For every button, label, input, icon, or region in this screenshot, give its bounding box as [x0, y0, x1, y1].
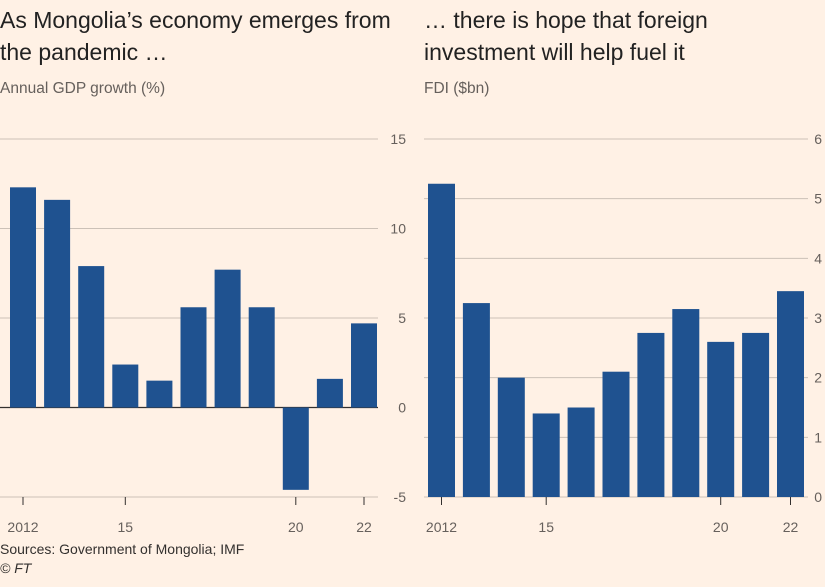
bar-2014 [497, 377, 525, 497]
bar-2018 [637, 332, 665, 497]
right-chart-subtitle: FDI ($bn) [424, 80, 490, 97]
y-tick-label: 5 [398, 310, 406, 326]
bar-2014 [78, 266, 105, 408]
ft-credit: © FT [0, 560, 32, 576]
x-tick-label: 2012 [7, 519, 38, 535]
y-tick-label: 4 [814, 250, 822, 266]
bar-2020 [282, 407, 309, 490]
bar-2020 [707, 341, 735, 497]
left-chart-title: As Mongolia’s economy emerges from the p… [0, 7, 391, 65]
bar-2022 [777, 291, 804, 497]
left-chart-subtitle: Annual GDP growth (%) [0, 80, 166, 97]
bar-2021 [316, 378, 343, 408]
bar-2015 [532, 413, 560, 497]
y-tick-label: 1 [814, 429, 822, 445]
source-note: Sources: Government of Mongolia; IMF [0, 541, 245, 557]
fdi-chart: 0 1 2 3 4 5 6 2012 15 20 22 [424, 131, 822, 535]
y-tick-label: -5 [394, 489, 407, 505]
bar-2013 [44, 199, 71, 408]
y-tick-label: 15 [390, 131, 406, 147]
x-tick-label: 15 [118, 519, 134, 535]
y-tick-label: 0 [814, 489, 822, 505]
bar-2012 [10, 187, 36, 408]
x-tick-label: 2012 [426, 519, 457, 535]
bar-2018 [214, 269, 241, 408]
bar-2019 [248, 307, 275, 408]
gdp-growth-chart: -5 0 5 10 15 2012 15 20 22 [0, 131, 406, 535]
bar-2021 [742, 332, 770, 497]
x-tick-label: 15 [538, 519, 554, 535]
bar-2017 [180, 307, 207, 408]
bar-2017 [602, 371, 630, 497]
right-chart-title: … there is hope that foreign investment … [424, 7, 708, 65]
bar-2016 [146, 380, 173, 408]
x-tick-label: 20 [713, 519, 729, 535]
bar-2012 [428, 183, 455, 497]
bar-2015 [112, 364, 139, 408]
bar-2022 [351, 323, 377, 408]
bar-2019 [672, 309, 700, 497]
y-tick-label: 5 [814, 191, 822, 207]
x-tick-label: 22 [783, 519, 799, 535]
y-tick-label: 10 [390, 221, 406, 237]
x-tick-label: 22 [356, 519, 372, 535]
bar-2013 [462, 303, 490, 497]
y-tick-label: 0 [398, 400, 406, 416]
x-tick-label: 20 [288, 519, 304, 535]
y-tick-label: 3 [814, 310, 822, 326]
y-tick-label: 2 [814, 370, 822, 386]
y-tick-label: 6 [814, 131, 822, 147]
bar-2016 [567, 407, 595, 497]
